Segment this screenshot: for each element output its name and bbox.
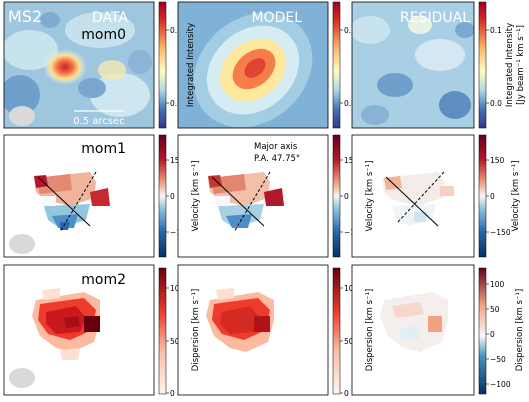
panel-mom2-data: mom2 bbox=[3, 264, 155, 396]
svg-text:0: 0 bbox=[344, 192, 349, 201]
major-axis-line bbox=[37, 176, 91, 227]
svg-text:−100: −100 bbox=[490, 380, 511, 389]
colorbar-mom1-residual bbox=[478, 134, 487, 258]
svg-text:0: 0 bbox=[490, 192, 495, 201]
panel-mom2-residual bbox=[351, 264, 475, 396]
svg-text:150: 150 bbox=[344, 156, 359, 165]
column-title-residual: RESIDUAL bbox=[400, 10, 470, 26]
colorbar-mom2-model-ticks: 100 50 0 bbox=[340, 284, 359, 398]
svg-text:−150: −150 bbox=[490, 228, 511, 237]
velocity-field-data bbox=[34, 172, 110, 230]
scale-bar-label: 0.5 arcsec bbox=[73, 116, 124, 127]
svg-text:100: 100 bbox=[344, 284, 359, 293]
svg-text:0: 0 bbox=[170, 192, 175, 201]
colorbar-mom0-data-ticks: 0.1 0.0 bbox=[166, 26, 182, 108]
colorbar-label-mom2-model: Dispersion [km s⁻¹] bbox=[365, 289, 375, 371]
colorbar-mom1-data bbox=[158, 134, 167, 258]
colorbar-mom0-residual-ticks: 0.1 0.0 bbox=[486, 26, 502, 108]
svg-text:100: 100 bbox=[170, 284, 185, 293]
svg-text:0: 0 bbox=[344, 389, 349, 398]
beam-ellipse bbox=[9, 106, 35, 126]
panel-mom2-model bbox=[177, 264, 329, 396]
colorbar-mom0-residual bbox=[478, 1, 487, 129]
column-title-model: MODEL bbox=[251, 10, 302, 26]
svg-text:0.0: 0.0 bbox=[490, 99, 502, 108]
panel-mom0-model: MODEL bbox=[177, 1, 329, 129]
colorbar-mom0-model-ticks: 0.1 0.0 bbox=[340, 26, 356, 108]
source-label: MS2 bbox=[8, 7, 42, 26]
panel-mom0-data: 0.5 arcsec MS2 DATA mom0 bbox=[3, 1, 155, 129]
colorbar-label-mom2-residual: Dispersion [km s⁻¹] bbox=[515, 289, 525, 371]
row-label-mom2: mom2 bbox=[81, 272, 126, 288]
svg-text:0.0: 0.0 bbox=[344, 99, 356, 108]
panel-mom0-residual: RESIDUAL bbox=[351, 1, 475, 129]
minor-axis-line bbox=[59, 171, 97, 233]
svg-text:50: 50 bbox=[344, 337, 354, 346]
svg-text:50: 50 bbox=[170, 337, 180, 346]
colorbar-label-mom1-residual: Velocity [km s⁻¹] bbox=[511, 161, 521, 232]
colorbar-label-mom0-line2: [Jy beam⁻¹ km s⁻¹] bbox=[516, 25, 526, 105]
colorbar-label-mom1-data: Velocity [km s⁻¹] bbox=[191, 161, 201, 232]
colorbar-mom0-model bbox=[332, 1, 341, 129]
svg-text:−50: −50 bbox=[490, 355, 506, 364]
row-label-mom1: mom1 bbox=[81, 141, 126, 157]
colorbar-mom2-data-ticks: 100 50 0 bbox=[166, 284, 185, 398]
svg-text:0: 0 bbox=[170, 389, 175, 398]
colorbar-mom1-model bbox=[332, 134, 341, 258]
svg-text:0.1: 0.1 bbox=[490, 26, 502, 35]
beam-ellipse-mom1 bbox=[9, 234, 35, 254]
velocity-field-model bbox=[208, 172, 284, 228]
svg-text:150: 150 bbox=[490, 156, 505, 165]
dispersion-field-residual bbox=[380, 292, 448, 352]
colorbar-mom2-model bbox=[332, 267, 341, 395]
dispersion-field-data bbox=[32, 288, 100, 360]
svg-text:0.1: 0.1 bbox=[170, 26, 182, 35]
row-label-mom0: mom0 bbox=[81, 27, 126, 43]
colorbar-label-mom0-line1: Integrated Intensity bbox=[505, 23, 515, 107]
colorbar-mom2-residual-ticks: 100 50 0 −50 −100 bbox=[486, 280, 511, 389]
colorbar-mom2-data bbox=[158, 267, 167, 395]
panel-mom1-residual bbox=[351, 134, 475, 258]
colorbar-label-mom0-data-line1: Integrated Intensity bbox=[186, 23, 196, 107]
beam-ellipse-mom2 bbox=[9, 368, 35, 388]
major-axis-annotation: Major axis bbox=[254, 142, 298, 152]
svg-text:100: 100 bbox=[490, 280, 505, 289]
svg-text:0.0: 0.0 bbox=[170, 99, 182, 108]
svg-text:50: 50 bbox=[490, 305, 500, 314]
panel-mom1-data: mom1 bbox=[3, 134, 155, 258]
colorbar-label-mom2-data: Dispersion [km s⁻¹] bbox=[191, 289, 201, 371]
column-title-data: DATA bbox=[92, 10, 128, 26]
colorbar-mom1-residual-ticks: 150 0 −150 bbox=[486, 156, 511, 237]
colorbar-mom0-data bbox=[158, 1, 167, 129]
panel-mom1-model: Major axis P.A. 47.75° bbox=[177, 134, 329, 258]
colorbar-label-mom1-model: Velocity [km s⁻¹] bbox=[365, 161, 375, 232]
svg-text:0: 0 bbox=[490, 330, 495, 339]
position-angle-annotation: P.A. 47.75° bbox=[254, 154, 300, 164]
svg-text:150: 150 bbox=[170, 156, 185, 165]
colorbar-mom2-residual bbox=[478, 267, 487, 395]
dispersion-field-model bbox=[206, 288, 274, 352]
svg-text:0.1: 0.1 bbox=[344, 26, 356, 35]
